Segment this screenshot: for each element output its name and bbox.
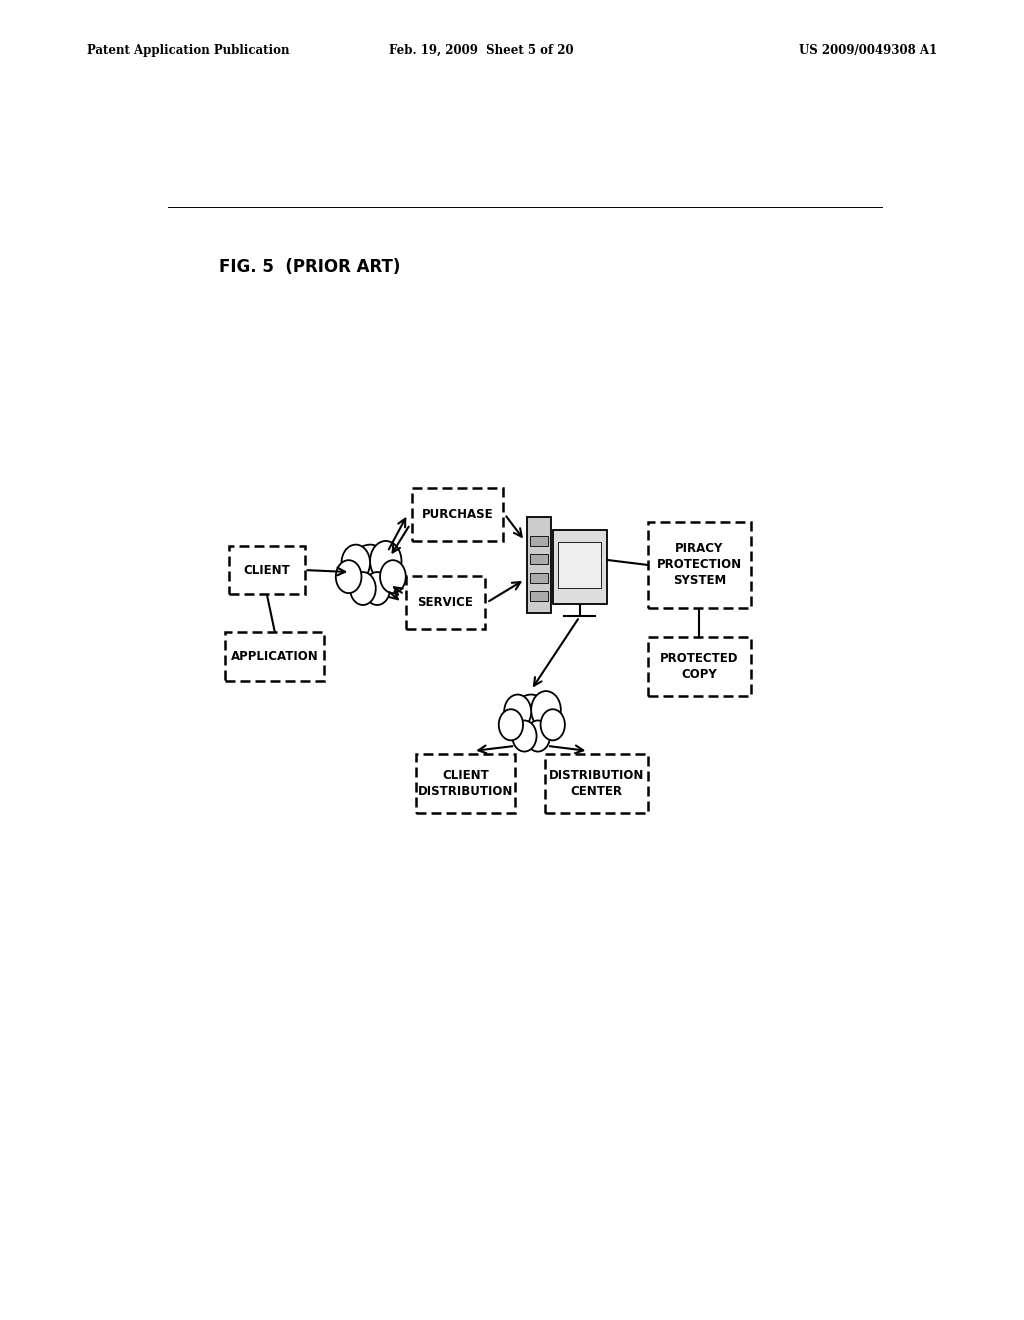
FancyBboxPatch shape [558,541,601,589]
Circle shape [341,545,370,581]
Text: PROTECTED
COPY: PROTECTED COPY [660,652,738,681]
Circle shape [531,692,561,729]
FancyBboxPatch shape [648,521,751,609]
FancyBboxPatch shape [553,531,606,603]
Text: APPLICATION: APPLICATION [231,649,318,663]
Circle shape [511,694,551,746]
FancyBboxPatch shape [530,536,548,546]
FancyBboxPatch shape [530,573,548,582]
Text: PIRACY
PROTECTION
SYSTEM: PIRACY PROTECTION SYSTEM [656,543,742,587]
Circle shape [525,721,550,751]
FancyBboxPatch shape [545,754,648,813]
Circle shape [541,709,565,741]
FancyBboxPatch shape [530,554,548,565]
FancyBboxPatch shape [412,487,503,541]
Text: US 2009/0049308 A1: US 2009/0049308 A1 [799,44,937,57]
FancyBboxPatch shape [416,754,515,813]
Text: CLIENT
DISTRIBUTION: CLIENT DISTRIBUTION [418,770,513,799]
Text: Feb. 19, 2009  Sheet 5 of 20: Feb. 19, 2009 Sheet 5 of 20 [389,44,573,57]
Circle shape [512,721,537,751]
FancyBboxPatch shape [406,576,485,630]
Text: Patent Application Publication: Patent Application Publication [87,44,290,57]
Text: CLIENT: CLIENT [244,564,290,577]
Circle shape [350,572,376,605]
Circle shape [380,560,406,593]
FancyBboxPatch shape [229,545,304,594]
Circle shape [365,572,390,605]
Circle shape [504,694,531,729]
Circle shape [348,545,391,599]
Text: FIG. 5  (PRIOR ART): FIG. 5 (PRIOR ART) [219,259,400,276]
Text: PURCHASE: PURCHASE [422,508,494,520]
Circle shape [499,709,523,741]
Circle shape [336,560,361,593]
Text: DISTRIBUTION
CENTER: DISTRIBUTION CENTER [549,770,644,799]
FancyBboxPatch shape [648,638,751,696]
FancyBboxPatch shape [527,516,551,614]
Text: SERVICE: SERVICE [418,597,473,609]
Circle shape [370,541,401,581]
FancyBboxPatch shape [225,632,325,681]
FancyBboxPatch shape [530,591,548,601]
